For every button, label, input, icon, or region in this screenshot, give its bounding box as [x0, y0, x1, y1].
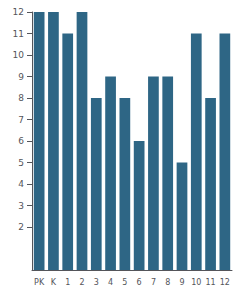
svg-text:11: 11 [13, 29, 24, 39]
svg-text:5: 5 [122, 278, 127, 287]
svg-text:4: 4 [18, 179, 24, 189]
svg-text:9: 9 [18, 72, 24, 82]
svg-text:8: 8 [165, 278, 170, 287]
svg-text:4: 4 [108, 278, 113, 287]
svg-text:7: 7 [18, 115, 24, 125]
svg-text:8: 8 [18, 93, 24, 103]
svg-text:12: 12 [13, 7, 24, 17]
svg-text:11: 11 [205, 278, 215, 287]
svg-text:PK: PK [34, 278, 45, 287]
svg-text:3: 3 [94, 278, 99, 287]
svg-text:12: 12 [220, 278, 230, 287]
svg-text:K: K [51, 278, 57, 287]
svg-text:10: 10 [13, 50, 25, 60]
svg-text:9: 9 [179, 278, 184, 287]
svg-text:6: 6 [18, 136, 24, 146]
svg-text:5: 5 [18, 158, 24, 168]
svg-text:1: 1 [65, 278, 70, 287]
svg-text:2: 2 [79, 278, 84, 287]
svg-text:7: 7 [151, 278, 156, 287]
svg-text:10: 10 [191, 278, 201, 287]
svg-text:2: 2 [18, 222, 24, 232]
svg-text:3: 3 [18, 201, 24, 211]
svg-text:6: 6 [137, 278, 142, 287]
